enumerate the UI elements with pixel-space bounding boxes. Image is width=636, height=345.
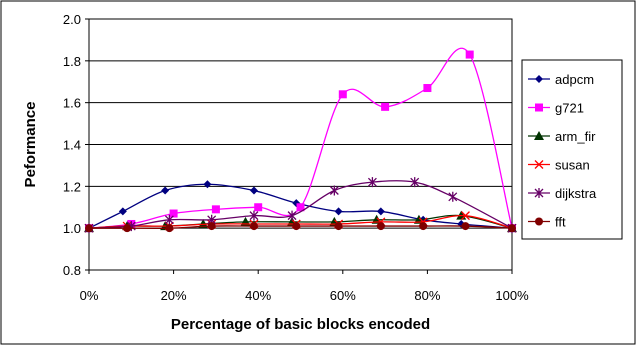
y-axis-title: Peformance — [22, 102, 39, 188]
legend-marker — [534, 160, 544, 169]
y-tick-label: 1.0 — [63, 221, 81, 236]
legend-marker — [534, 188, 544, 198]
data-point — [334, 207, 343, 216]
data-point — [423, 84, 432, 93]
data-point — [329, 185, 339, 196]
legend-item: g721 — [528, 101, 584, 116]
legend-item: dijkstra — [528, 186, 597, 201]
series-fft — [85, 222, 516, 233]
data-point — [461, 222, 470, 231]
x-tick-label: 20% — [161, 288, 187, 303]
axes: 0.8 1.0 1.2 1.4 1.6 1.8 2.0 0% 20% 40% 60% 80% 100% — [63, 12, 529, 303]
legend-marker — [534, 131, 544, 140]
legend-marker — [535, 75, 543, 83]
data-point — [203, 180, 212, 189]
legend-label: arm_fir — [555, 129, 596, 144]
legend-label: adpcm — [555, 72, 594, 87]
y-tick-label: 1.6 — [63, 96, 81, 111]
y-tick-label: 1.2 — [63, 179, 81, 194]
data-point — [169, 209, 178, 218]
data-point — [334, 222, 343, 231]
x-tick-label: 80% — [414, 288, 440, 303]
data-point — [164, 214, 174, 225]
x-tick-label: 60% — [330, 288, 356, 303]
legend-label: dijkstra — [555, 186, 597, 201]
data-point — [207, 222, 216, 231]
data-point — [419, 222, 428, 231]
x-axis-title: Percentage of basic blocks encoded — [171, 316, 430, 333]
legend-label: g721 — [555, 101, 584, 116]
data-point — [461, 211, 470, 221]
data-point — [296, 203, 305, 212]
data-point — [161, 186, 170, 195]
x-tick-label: 40% — [245, 288, 271, 303]
y-tick-label: 1.4 — [63, 138, 81, 153]
legend-marker — [535, 217, 543, 226]
data-point — [376, 207, 385, 216]
data-point — [292, 222, 301, 231]
data-point — [448, 191, 458, 202]
legend-item: fft — [528, 215, 566, 230]
data-point — [254, 203, 263, 212]
data-point — [249, 222, 258, 231]
data-point — [249, 210, 259, 221]
data-point — [508, 224, 516, 233]
data-point — [410, 177, 420, 188]
data-point — [465, 50, 474, 59]
x-tick-label: 100% — [495, 288, 529, 303]
data-point — [249, 186, 258, 195]
data-point — [165, 224, 174, 233]
data-point — [287, 210, 297, 221]
legend-marker — [535, 103, 543, 112]
data-point — [367, 177, 377, 188]
y-tick-label: 1.8 — [63, 54, 81, 69]
data-point — [338, 90, 347, 99]
data-point — [376, 222, 385, 231]
legend-box — [521, 59, 623, 240]
data-point — [123, 224, 132, 233]
series-group — [84, 47, 517, 234]
data-point — [381, 102, 390, 111]
data-point — [118, 207, 127, 216]
data-point — [211, 205, 220, 214]
legend-label: fft — [555, 215, 566, 230]
data-point — [85, 224, 93, 233]
legend-item: susan — [528, 158, 590, 173]
y-tick-label: 0.8 — [63, 263, 81, 278]
legend-item: adpcm — [528, 72, 594, 87]
y-tick-label: 2.0 — [63, 12, 81, 27]
legend-label: susan — [555, 158, 590, 173]
legend-item: arm_fir — [528, 129, 596, 144]
x-tick-label: 0% — [80, 288, 99, 303]
